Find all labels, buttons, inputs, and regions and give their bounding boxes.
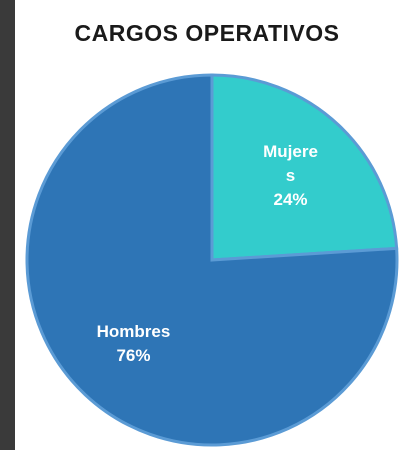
value-label: 24% bbox=[273, 190, 308, 210]
slice-label: Hombres 76% bbox=[97, 320, 171, 368]
chart-title: CARGOS OPERATIVOS bbox=[74, 20, 340, 46]
pie-slice bbox=[25, 73, 399, 447]
category-label: Mujeres bbox=[263, 142, 318, 186]
pie-slice bbox=[210, 73, 399, 262]
value-label: 76% bbox=[116, 345, 151, 365]
slice-label: Mujeres 24% bbox=[261, 140, 321, 212]
category-label: Hombres bbox=[96, 321, 171, 341]
